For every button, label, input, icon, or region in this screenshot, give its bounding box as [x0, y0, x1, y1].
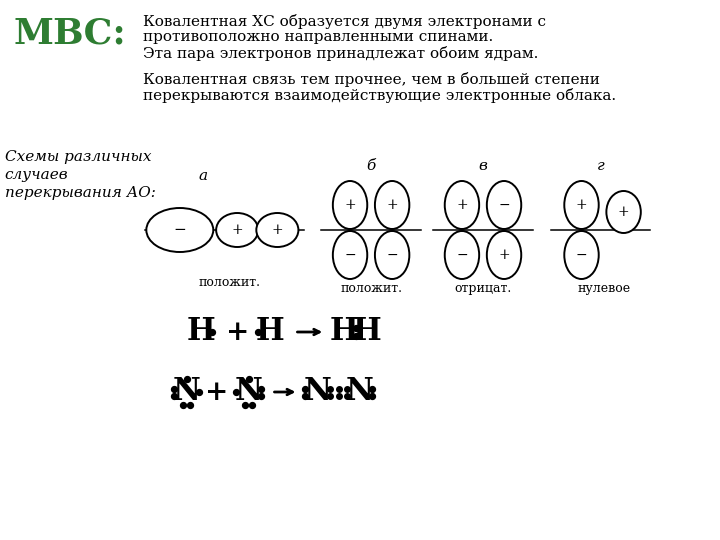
Text: −: −: [387, 248, 398, 262]
Point: [300, 384, 311, 393]
Ellipse shape: [146, 208, 213, 252]
Point: [253, 328, 264, 336]
Point: [240, 401, 251, 409]
Text: +: +: [387, 198, 398, 212]
Ellipse shape: [333, 231, 367, 279]
Point: [350, 332, 361, 340]
Ellipse shape: [487, 231, 521, 279]
Point: [350, 323, 361, 332]
Text: +: +: [225, 319, 249, 346]
Ellipse shape: [445, 231, 480, 279]
Text: +: +: [618, 205, 629, 219]
Point: [300, 391, 311, 400]
Ellipse shape: [564, 231, 599, 279]
Point: [168, 391, 180, 400]
Text: +: +: [271, 223, 283, 237]
Point: [243, 375, 254, 383]
Text: противоположно направленными спинами.: противоположно направленными спинами.: [143, 30, 494, 44]
Text: H: H: [353, 316, 382, 348]
Text: −: −: [344, 248, 356, 262]
Text: Эта пара электронов принадлежат обоим ядрам.: Эта пара электронов принадлежат обоим яд…: [143, 46, 539, 61]
Ellipse shape: [606, 191, 641, 233]
Text: N: N: [304, 376, 331, 408]
Point: [256, 384, 267, 393]
Point: [341, 391, 353, 400]
Ellipse shape: [564, 181, 599, 229]
Text: H: H: [256, 316, 284, 348]
Text: а: а: [198, 169, 207, 183]
Text: H: H: [330, 316, 359, 348]
Point: [324, 391, 336, 400]
Text: случаев: случаев: [5, 168, 68, 182]
Text: положит.: положит.: [340, 282, 402, 295]
Ellipse shape: [487, 181, 521, 229]
Text: б: б: [366, 159, 376, 173]
Ellipse shape: [375, 231, 410, 279]
Point: [333, 384, 344, 393]
Text: г: г: [597, 159, 605, 173]
Point: [184, 401, 196, 409]
Text: −: −: [498, 198, 510, 212]
Text: Ковалентная ХС образуется двумя электронами с: Ковалентная ХС образуется двумя электрон…: [143, 14, 546, 29]
Ellipse shape: [445, 181, 480, 229]
Text: N: N: [346, 376, 374, 408]
Ellipse shape: [375, 181, 410, 229]
Point: [246, 401, 258, 409]
Text: +: +: [576, 198, 588, 212]
Text: перекрывания АО:: перекрывания АО:: [5, 186, 156, 200]
Point: [366, 384, 378, 393]
Text: Схемы различных: Схемы различных: [5, 150, 151, 164]
Text: N: N: [235, 376, 263, 408]
Point: [193, 388, 204, 396]
Text: нулевое: нулевое: [578, 282, 631, 295]
Text: N: N: [173, 376, 200, 408]
Point: [230, 388, 242, 396]
Point: [366, 391, 378, 400]
Point: [207, 328, 218, 336]
Text: +: +: [456, 198, 468, 212]
Point: [333, 391, 344, 400]
Text: +: +: [498, 248, 510, 262]
Point: [256, 391, 267, 400]
Text: H: H: [186, 316, 215, 348]
Text: −: −: [576, 248, 588, 262]
Text: Ковалентная связь тем прочнее, чем в большей степени: Ковалентная связь тем прочнее, чем в бол…: [143, 72, 600, 87]
Ellipse shape: [333, 181, 367, 229]
Point: [324, 384, 336, 393]
Text: +: +: [231, 223, 243, 237]
Text: +: +: [344, 198, 356, 212]
Text: отрицат.: отрицат.: [454, 282, 512, 295]
Text: −: −: [456, 248, 468, 262]
Point: [177, 401, 189, 409]
Point: [181, 375, 192, 383]
Text: перекрываются взаимодействующие электронные облака.: перекрываются взаимодействующие электрон…: [143, 88, 616, 103]
Text: МВС:: МВС:: [14, 17, 126, 51]
Text: −: −: [174, 223, 186, 237]
Point: [341, 384, 353, 393]
Text: положит.: положит.: [199, 276, 261, 289]
Ellipse shape: [256, 213, 298, 247]
Text: в: в: [479, 159, 487, 173]
Ellipse shape: [216, 213, 258, 247]
Point: [168, 384, 180, 393]
Text: +: +: [205, 379, 229, 406]
